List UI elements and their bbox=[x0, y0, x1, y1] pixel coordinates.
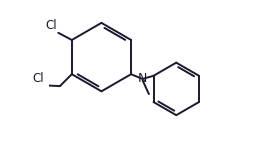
Text: N: N bbox=[138, 72, 147, 85]
Text: Cl: Cl bbox=[46, 19, 58, 32]
Text: Cl: Cl bbox=[32, 72, 44, 85]
